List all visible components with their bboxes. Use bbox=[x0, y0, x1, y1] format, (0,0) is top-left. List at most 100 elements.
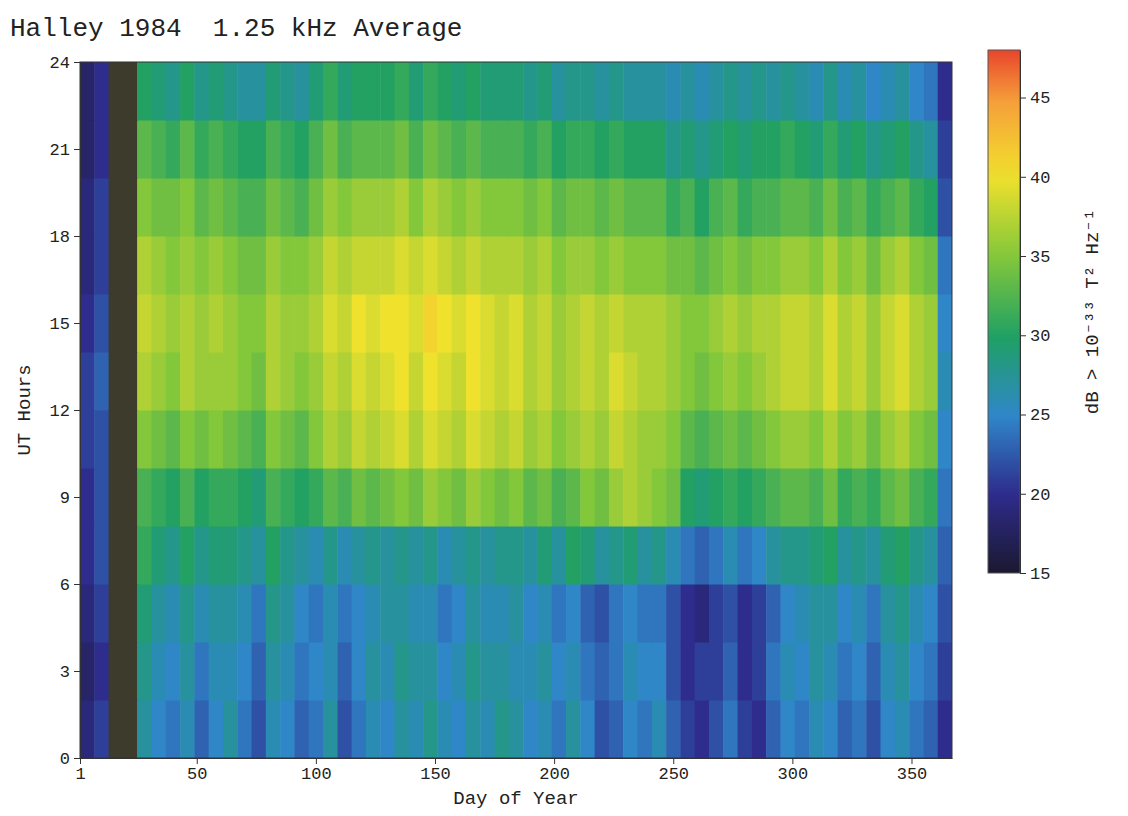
cell bbox=[852, 410, 867, 469]
cell bbox=[895, 526, 910, 585]
cell bbox=[151, 352, 166, 411]
cell bbox=[437, 700, 452, 758]
tick-mark bbox=[1020, 177, 1026, 178]
cell bbox=[823, 236, 838, 295]
cell bbox=[223, 62, 238, 121]
cell bbox=[666, 642, 681, 701]
cell bbox=[323, 178, 338, 237]
cell bbox=[780, 62, 795, 121]
cell bbox=[580, 294, 595, 353]
cell bbox=[809, 642, 824, 701]
cell bbox=[680, 236, 695, 295]
cell bbox=[595, 526, 610, 585]
cell bbox=[595, 468, 610, 527]
cell bbox=[909, 120, 924, 179]
cell bbox=[437, 62, 452, 121]
cell bbox=[209, 410, 224, 469]
cell bbox=[294, 62, 309, 121]
cell bbox=[280, 700, 295, 758]
cell bbox=[352, 178, 367, 237]
cell bbox=[151, 236, 166, 295]
cell bbox=[252, 584, 267, 643]
cell bbox=[795, 410, 810, 469]
cell bbox=[566, 178, 581, 237]
cell bbox=[80, 62, 95, 121]
cell bbox=[523, 120, 538, 179]
cell bbox=[580, 700, 595, 758]
cell bbox=[366, 700, 381, 758]
cell bbox=[266, 294, 281, 353]
cell bbox=[509, 120, 524, 179]
cell bbox=[423, 468, 438, 527]
tick-label: 18 bbox=[50, 228, 70, 247]
cell bbox=[895, 584, 910, 643]
cell bbox=[552, 236, 567, 295]
cell bbox=[595, 120, 610, 179]
cell bbox=[409, 120, 424, 179]
cell bbox=[638, 62, 653, 121]
cell bbox=[909, 62, 924, 121]
cell bbox=[323, 236, 338, 295]
axis-line bbox=[81, 758, 953, 759]
cell bbox=[109, 120, 124, 179]
tick-mark bbox=[74, 236, 80, 237]
y-axis-title: UT Hours bbox=[14, 364, 36, 455]
cell bbox=[94, 178, 109, 237]
cell bbox=[237, 584, 252, 643]
cell bbox=[923, 120, 938, 179]
tick: 45 bbox=[1020, 89, 1050, 108]
cell bbox=[838, 642, 853, 701]
cell bbox=[638, 410, 653, 469]
cell bbox=[695, 642, 710, 701]
cell bbox=[109, 62, 124, 121]
cell bbox=[337, 584, 352, 643]
cell bbox=[452, 526, 467, 585]
cell bbox=[509, 62, 524, 121]
cell bbox=[881, 526, 896, 585]
tick: 50 bbox=[187, 758, 207, 784]
cell bbox=[495, 294, 510, 353]
cell bbox=[437, 294, 452, 353]
cell bbox=[566, 700, 581, 758]
cell bbox=[323, 584, 338, 643]
cell bbox=[109, 642, 124, 701]
tick: 25 bbox=[1020, 406, 1050, 425]
cell bbox=[366, 642, 381, 701]
cell bbox=[723, 294, 738, 353]
cell bbox=[495, 120, 510, 179]
cell bbox=[209, 62, 224, 121]
cell bbox=[209, 642, 224, 701]
cell bbox=[923, 700, 938, 758]
cell bbox=[652, 700, 667, 758]
cell bbox=[495, 700, 510, 758]
cell bbox=[366, 584, 381, 643]
cell bbox=[552, 120, 567, 179]
cell bbox=[309, 468, 324, 527]
cell bbox=[780, 642, 795, 701]
cell bbox=[580, 584, 595, 643]
cell bbox=[166, 294, 181, 353]
cell bbox=[923, 526, 938, 585]
cell bbox=[752, 236, 767, 295]
cell bbox=[723, 700, 738, 758]
cell bbox=[480, 700, 495, 758]
cell bbox=[466, 526, 481, 585]
cell bbox=[795, 62, 810, 121]
cell bbox=[94, 352, 109, 411]
cell bbox=[566, 526, 581, 585]
cell bbox=[509, 410, 524, 469]
cell bbox=[280, 468, 295, 527]
cell bbox=[280, 294, 295, 353]
cell bbox=[752, 526, 767, 585]
cell bbox=[823, 584, 838, 643]
cell bbox=[423, 700, 438, 758]
cell bbox=[80, 584, 95, 643]
cell bbox=[852, 294, 867, 353]
cell bbox=[180, 410, 195, 469]
cell bbox=[752, 584, 767, 643]
cell bbox=[566, 642, 581, 701]
tick-label: 40 bbox=[1030, 169, 1050, 188]
cell bbox=[752, 120, 767, 179]
cell bbox=[638, 178, 653, 237]
cell bbox=[366, 352, 381, 411]
